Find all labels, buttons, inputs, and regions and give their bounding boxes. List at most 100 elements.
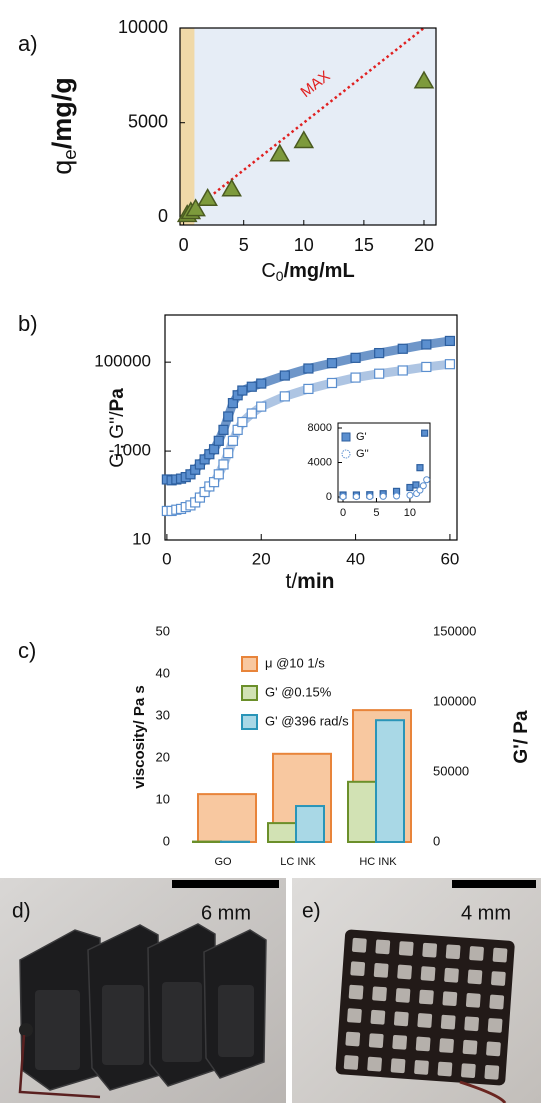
photo-e: e) 4 mm: [292, 878, 541, 1103]
x-tick-label: LC INK: [280, 856, 316, 868]
scale-bar-label: 6 mm: [201, 902, 251, 924]
axis-label-unit: min: [297, 570, 334, 593]
y-tick-label: 20: [156, 749, 170, 764]
marker: [223, 448, 234, 459]
y-tick-label: 10: [156, 791, 170, 806]
marker: [421, 361, 432, 373]
marker: [197, 187, 218, 206]
marker: [444, 359, 456, 370]
bar: [197, 793, 257, 843]
marker: [421, 339, 432, 350]
legend-swatch: [241, 714, 258, 730]
x-tick-label: 0: [340, 507, 346, 519]
y-tick-label: 8000: [308, 422, 332, 434]
x-tick-label: 0: [162, 549, 171, 568]
legend-label: G' @396 rad/s: [265, 713, 349, 728]
marker: [393, 492, 401, 500]
axis-label-part: t/: [285, 570, 297, 593]
axis-label-sub: 0: [276, 268, 284, 284]
marker: [221, 178, 242, 197]
plot-background: [180, 28, 436, 225]
y2-tick-label: 0: [433, 833, 440, 848]
bar: [267, 822, 297, 843]
marker: [326, 358, 338, 369]
x-axis-label: t/min: [285, 570, 334, 593]
marker: [423, 476, 431, 484]
plot-frame: [179, 27, 437, 226]
x-tick-label: 5: [239, 235, 249, 255]
x-tick-label: HC INK: [359, 856, 397, 868]
x-tick-label: 10: [294, 235, 314, 255]
marker: [213, 435, 224, 446]
bar: [295, 805, 325, 844]
y-tick-label: 50: [156, 623, 170, 638]
y2-tick-label: 150000: [433, 623, 476, 638]
y-tick-label: 40: [156, 665, 170, 680]
y-tick-label: 5000: [128, 111, 168, 131]
marker: [421, 429, 429, 437]
panel-label: e): [302, 900, 321, 923]
panel-label: d): [12, 900, 31, 923]
marker: [406, 483, 414, 492]
marker: [350, 372, 361, 383]
panel-label: b): [18, 311, 38, 336]
x-tick-label: 60: [440, 549, 459, 568]
legend-label: G'': [356, 448, 369, 460]
marker: [256, 378, 267, 389]
x-tick-label: 20: [414, 235, 434, 255]
legend-label: G' @0.15%: [265, 684, 332, 699]
marker: [218, 459, 229, 470]
marker: [397, 343, 408, 354]
y-tick-label: 10: [132, 529, 151, 548]
marker: [374, 347, 385, 359]
marker: [444, 335, 456, 347]
marker: [406, 491, 414, 499]
panel-label: c): [18, 638, 36, 663]
marker: [303, 363, 314, 374]
bar: [347, 780, 377, 843]
marker: [227, 435, 239, 446]
legend-swatch: [341, 449, 351, 459]
marker: [185, 198, 206, 217]
y-tick-label: 0: [326, 491, 332, 503]
marker: [374, 368, 385, 379]
legend-swatch: [241, 685, 258, 701]
axis-label-sub: e: [60, 149, 81, 160]
marker: [218, 424, 229, 435]
axis-label-unit: /mg/mL: [284, 260, 355, 282]
marker: [350, 352, 361, 363]
x-tick-label: 5: [373, 507, 379, 519]
scale-bar-label: 4 mm: [461, 902, 511, 924]
y-axis-label: qe/mg/g: [47, 77, 81, 175]
y-tick-label: 10000: [118, 17, 168, 37]
marker: [366, 493, 374, 501]
marker: [246, 408, 257, 419]
marker: [237, 416, 248, 428]
axis-label-part: q: [47, 160, 77, 175]
marker: [416, 464, 424, 472]
x-tick-label: 15: [354, 235, 374, 255]
legend-swatch: [341, 432, 351, 442]
marker: [213, 469, 224, 480]
marker: [303, 383, 314, 395]
marker: [293, 130, 315, 149]
marker: [279, 370, 290, 381]
marker: [412, 481, 420, 489]
axis-label-unit: Pa: [107, 388, 128, 412]
max-line: [182, 27, 425, 219]
marker: [223, 411, 234, 422]
marker: [237, 385, 248, 396]
x-tick-label: 0: [179, 235, 189, 255]
photo-d: d) 6 mm: [0, 878, 286, 1103]
y-tick-label: 4000: [308, 456, 332, 468]
y2-axis-label: G'/ Pa: [511, 710, 532, 764]
x-tick-label: 40: [346, 549, 365, 568]
axis-label-part: G', G''/: [107, 411, 128, 468]
y-axis-label: G', G''/Pa: [107, 388, 128, 468]
axis-label-part: C: [261, 260, 275, 282]
bar: [375, 719, 405, 844]
marker: [397, 365, 408, 376]
shade-band: [180, 28, 195, 225]
